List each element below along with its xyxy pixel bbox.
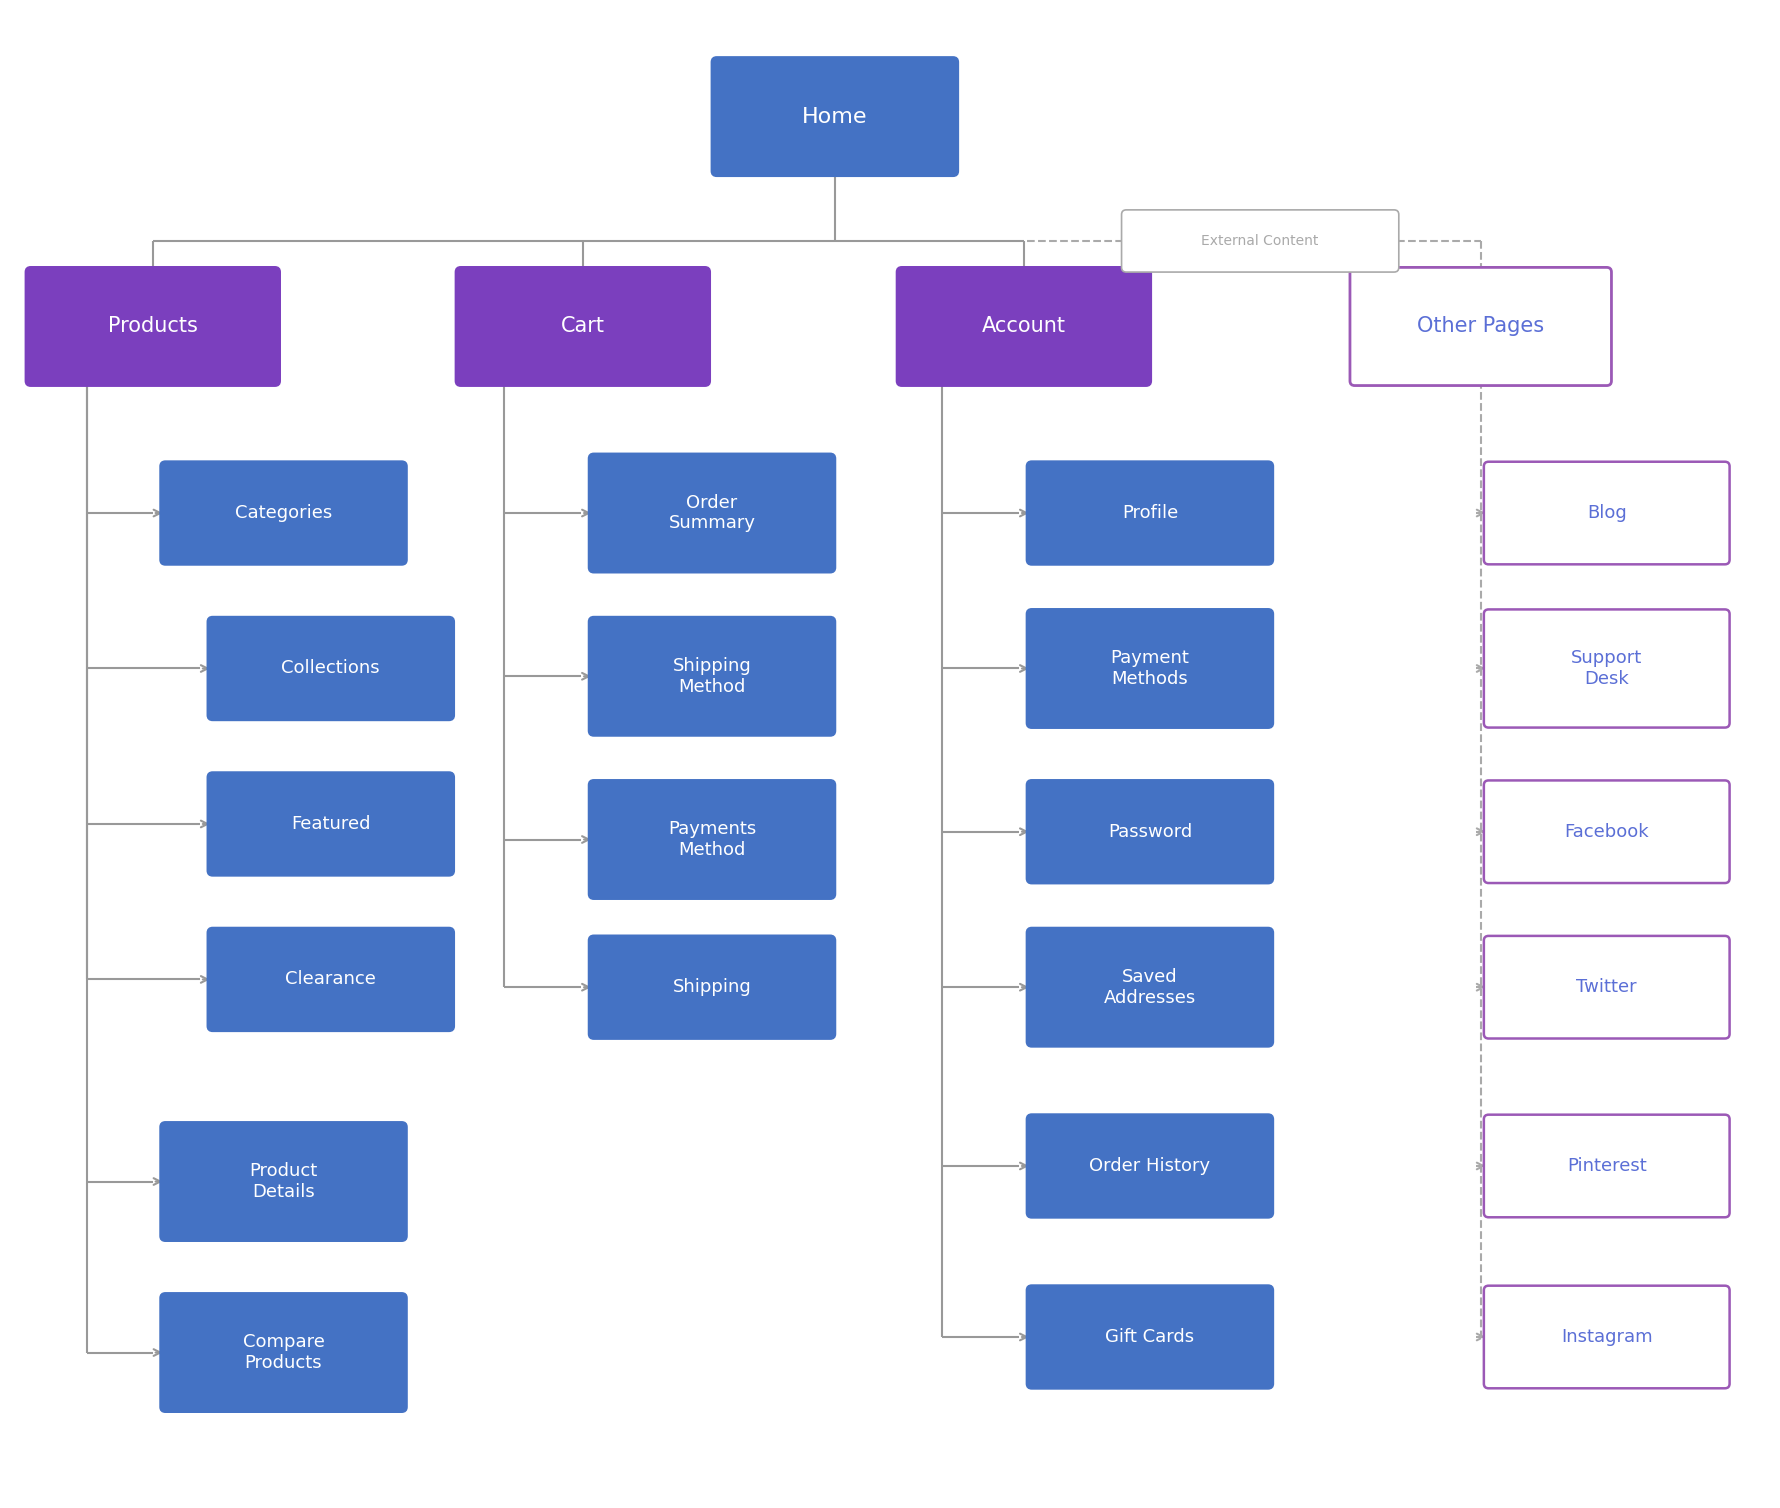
FancyBboxPatch shape xyxy=(456,267,710,386)
FancyBboxPatch shape xyxy=(1485,1286,1730,1389)
Text: Shipping: Shipping xyxy=(673,979,751,997)
FancyBboxPatch shape xyxy=(1027,609,1273,727)
Text: Categories: Categories xyxy=(235,504,333,522)
Text: Twitter: Twitter xyxy=(1577,979,1638,997)
Text: Saved
Addresses: Saved Addresses xyxy=(1104,968,1196,1007)
Text: Shipping
Method: Shipping Method xyxy=(673,657,751,695)
FancyBboxPatch shape xyxy=(208,772,454,875)
Text: Payment
Methods: Payment Methods xyxy=(1111,648,1189,688)
Text: Products: Products xyxy=(109,317,198,336)
FancyBboxPatch shape xyxy=(1349,267,1611,386)
FancyBboxPatch shape xyxy=(1485,1114,1730,1217)
Text: Support
Desk: Support Desk xyxy=(1572,648,1643,688)
FancyBboxPatch shape xyxy=(1121,210,1399,271)
FancyBboxPatch shape xyxy=(27,267,279,386)
Text: Payments
Method: Payments Method xyxy=(668,820,756,860)
FancyBboxPatch shape xyxy=(1485,781,1730,884)
FancyBboxPatch shape xyxy=(1485,936,1730,1039)
Text: Home: Home xyxy=(803,107,867,127)
FancyBboxPatch shape xyxy=(589,454,835,572)
Text: Instagram: Instagram xyxy=(1561,1329,1652,1347)
FancyBboxPatch shape xyxy=(1027,781,1273,884)
Text: Password: Password xyxy=(1107,823,1193,841)
Text: Collections: Collections xyxy=(281,659,381,677)
FancyBboxPatch shape xyxy=(1027,927,1273,1047)
FancyBboxPatch shape xyxy=(1027,1286,1273,1389)
FancyBboxPatch shape xyxy=(1485,609,1730,727)
FancyBboxPatch shape xyxy=(1027,1114,1273,1217)
Text: Profile: Profile xyxy=(1121,504,1178,522)
FancyBboxPatch shape xyxy=(712,57,958,175)
FancyBboxPatch shape xyxy=(160,1122,406,1241)
Text: Account: Account xyxy=(983,317,1066,336)
Text: Cart: Cart xyxy=(561,317,605,336)
FancyBboxPatch shape xyxy=(1027,461,1273,564)
Text: Other Pages: Other Pages xyxy=(1417,317,1545,336)
FancyBboxPatch shape xyxy=(589,617,835,736)
Text: Pinterest: Pinterest xyxy=(1566,1157,1647,1175)
Text: Product
Details: Product Details xyxy=(249,1163,317,1200)
FancyBboxPatch shape xyxy=(160,461,406,564)
Text: Order
Summary: Order Summary xyxy=(669,493,755,532)
Text: External Content: External Content xyxy=(1202,234,1319,247)
Text: Blog: Blog xyxy=(1586,504,1627,522)
Text: Clearance: Clearance xyxy=(285,971,376,988)
FancyBboxPatch shape xyxy=(208,927,454,1031)
Text: Order History: Order History xyxy=(1089,1157,1210,1175)
Text: Featured: Featured xyxy=(292,814,370,832)
Text: Compare
Products: Compare Products xyxy=(242,1333,324,1372)
FancyBboxPatch shape xyxy=(589,936,835,1039)
Text: Gift Cards: Gift Cards xyxy=(1105,1329,1194,1347)
FancyBboxPatch shape xyxy=(1485,461,1730,564)
FancyBboxPatch shape xyxy=(589,781,835,899)
Text: Facebook: Facebook xyxy=(1565,823,1648,841)
FancyBboxPatch shape xyxy=(897,267,1150,386)
FancyBboxPatch shape xyxy=(208,617,454,719)
FancyBboxPatch shape xyxy=(160,1294,406,1411)
